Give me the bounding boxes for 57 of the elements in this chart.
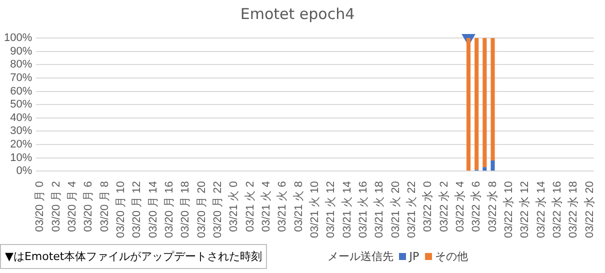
x-tick-label: 03/20 月 20 bbox=[196, 181, 208, 238]
x-tick-label: 03/22 水 8 bbox=[486, 181, 499, 232]
y-tick-label: 70% bbox=[10, 72, 32, 84]
x-tick-label: 03/21 火 18 bbox=[372, 181, 386, 238]
x-tick-label: 03/22 水 16 bbox=[550, 181, 564, 238]
x-tick-label: 03/21 火 6 bbox=[276, 181, 289, 232]
x-tick-label: 03/20 月 6 bbox=[82, 181, 95, 232]
bar bbox=[490, 160, 495, 171]
y-tick-label: 0% bbox=[16, 165, 32, 178]
x-tick-label: 03/21 火 22 bbox=[404, 181, 418, 238]
y-tick-label: 90% bbox=[10, 45, 32, 58]
bar bbox=[474, 38, 479, 170]
x-tick-label: 03/21 火 10 bbox=[308, 181, 321, 238]
bar bbox=[482, 38, 487, 168]
x-tick-label: 03/20 月 18 bbox=[180, 181, 192, 238]
x-tick-label: 03/22 水 12 bbox=[518, 181, 532, 238]
x-tick-label: 03/21 火 20 bbox=[388, 181, 402, 238]
x-tick-label: 03/20 月 12 bbox=[131, 181, 144, 238]
y-tick-label: 10% bbox=[10, 152, 32, 164]
x-tick-label: 03/20 月 10 bbox=[115, 181, 128, 238]
y-tick-label: 20% bbox=[10, 138, 32, 151]
y-tick-label: 50% bbox=[10, 98, 32, 111]
x-tick-label: 03/21 火 16 bbox=[356, 181, 370, 238]
x-tick-label: 03/21 火 8 bbox=[292, 181, 305, 232]
y-tick-label: 30% bbox=[10, 125, 32, 138]
legend-title: メール送信先 bbox=[327, 249, 394, 264]
x-tick-label: 03/20 月 4 bbox=[66, 181, 79, 232]
x-tick-label: 03/20 月 8 bbox=[98, 181, 111, 232]
chart-title: Emotet epoch4 bbox=[240, 4, 355, 23]
bar bbox=[490, 38, 495, 160]
y-tick-label: 100% bbox=[4, 32, 32, 44]
x-tick-label: 03/20 月 16 bbox=[164, 181, 176, 238]
y-tick-label: 60% bbox=[10, 85, 32, 98]
x-tick-label: 03/22 水 20 bbox=[582, 181, 596, 238]
x-tick-label: 03/21 火 2 bbox=[243, 181, 256, 232]
x-tick-label: 03/20 月 14 bbox=[147, 181, 160, 238]
bar bbox=[482, 167, 487, 171]
x-tick-label: 03/22 水 14 bbox=[534, 181, 548, 238]
x-tick-label: 03/20 月 0 bbox=[34, 181, 46, 232]
x-tick-label: 03/21 火 0 bbox=[227, 181, 240, 232]
x-tick-label: 03/22 水 0 bbox=[421, 181, 434, 232]
x-tick-label: 03/22 水 18 bbox=[566, 181, 580, 238]
text: ▼はEmotet本体ファイルがアップデートされた時刻 bbox=[5, 249, 262, 264]
x-tick-label: 03/22 水 6 bbox=[470, 181, 483, 232]
bar bbox=[466, 38, 471, 171]
x-tick-label: 03/20 月 22 bbox=[212, 181, 224, 238]
legend-label: その他 bbox=[434, 249, 468, 264]
x-tick-label: 03/22 水 4 bbox=[453, 181, 466, 232]
x-tick-label: 03/21 火 12 bbox=[324, 181, 338, 238]
x-tick-label: 03/22 水 2 bbox=[437, 181, 450, 232]
y-tick-label: 40% bbox=[10, 112, 32, 124]
x-tick-label: 03/20 月 2 bbox=[50, 181, 62, 232]
x-tick-label: 03/21 火 14 bbox=[340, 181, 354, 238]
x-tick-label: 03/22 水 10 bbox=[502, 181, 515, 238]
legend-label: JP bbox=[408, 250, 420, 263]
x-tick-label: 03/21 火 4 bbox=[259, 181, 272, 232]
y-tick-label: 80% bbox=[10, 58, 32, 71]
